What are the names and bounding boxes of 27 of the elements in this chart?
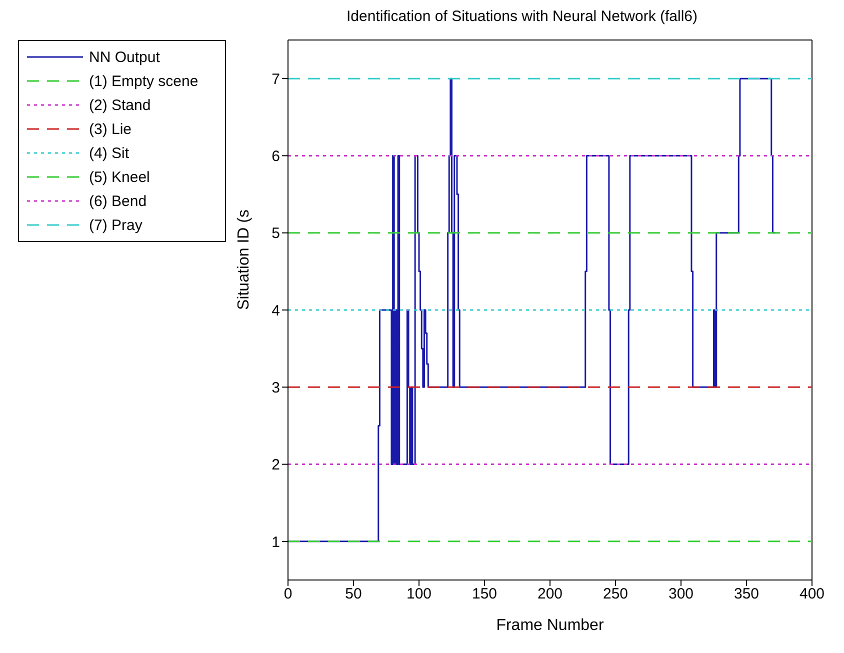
y-tick-label: 3 <box>272 379 280 396</box>
legend-label: (3) Lie <box>89 120 132 138</box>
x-tick-label: 0 <box>284 586 292 603</box>
y-tick-label: 4 <box>272 302 280 320</box>
legend-label: (1) Empty scene <box>89 72 198 90</box>
x-tick-label: 300 <box>668 586 694 603</box>
chart-title: Identification of Situations with Neural Network (fall6) <box>346 8 698 27</box>
legend-label: (6) Bend <box>89 192 147 210</box>
legend-label: NN Output <box>89 48 160 66</box>
x-tick-label: 350 <box>734 586 760 603</box>
x-axis-title: Frame Number <box>496 617 604 634</box>
y-tick-label: 2 <box>272 456 280 474</box>
y-axis-title: Situation ID (s <box>236 210 253 310</box>
y-tick-label: 6 <box>272 148 280 166</box>
legend-label: (2) Stand <box>89 96 151 114</box>
x-tick-label: 50 <box>345 586 362 603</box>
x-tick-label: 100 <box>406 586 432 603</box>
y-tick-label: 1 <box>272 534 280 551</box>
x-tick-label: 150 <box>472 586 498 603</box>
x-tick-label: 250 <box>602 586 628 603</box>
y-tick-label: 5 <box>272 225 280 242</box>
legend-label: (5) Kneel <box>89 168 150 186</box>
legend-label: (7) Pray <box>89 216 142 234</box>
x-tick-label: 400 <box>799 586 825 603</box>
legend-label: (4) Sit <box>89 144 130 162</box>
x-tick-label: 200 <box>537 586 563 603</box>
y-tick-label: 7 <box>272 70 280 88</box>
